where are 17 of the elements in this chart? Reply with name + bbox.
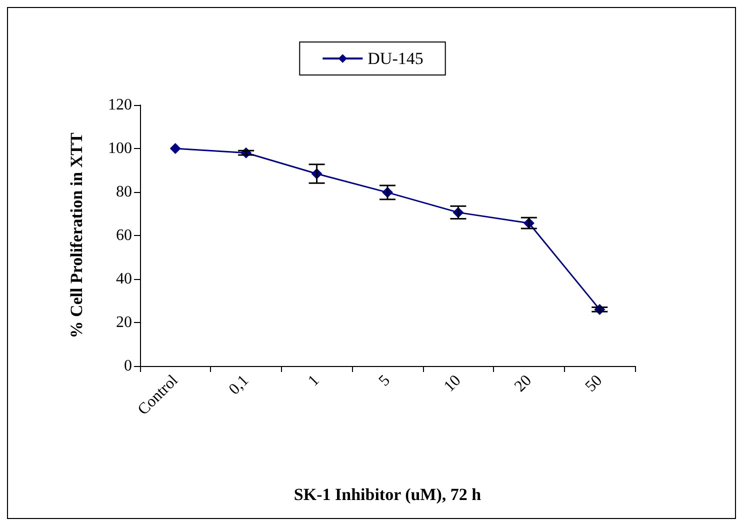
x-tick-label: 0,1 xyxy=(226,372,252,398)
point xyxy=(170,143,181,154)
legend-label: DU-145 xyxy=(368,49,424,68)
x-tick-label: 50 xyxy=(582,372,606,396)
y-tick-label: 60 xyxy=(116,227,132,244)
x-tick-label: 20 xyxy=(512,372,535,396)
y-tick-label: 0 xyxy=(124,358,132,374)
y-axis-title: % Cell Proliferation in XTT xyxy=(67,132,86,338)
y-tick-label: 80 xyxy=(116,184,132,200)
x-tick-label: 10 xyxy=(440,372,464,396)
y-tick-label: 120 xyxy=(108,96,132,114)
x-tick-label: 1 xyxy=(305,372,323,390)
y-tick-label: 40 xyxy=(116,270,132,288)
y-tick-label: 20 xyxy=(116,314,132,331)
y-tick-label: 100 xyxy=(108,140,132,157)
x-axis-title: SK-1 Inhibitor (uM), 72 h xyxy=(294,485,482,504)
x-tick-label: 5 xyxy=(376,372,394,390)
